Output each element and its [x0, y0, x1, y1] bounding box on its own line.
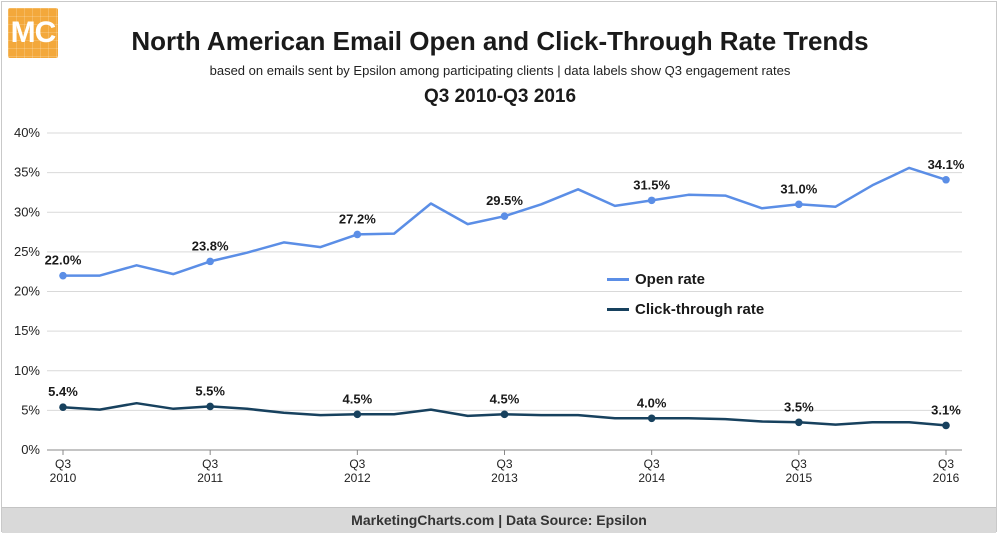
x-tick-label-year: 2016 [933, 471, 960, 485]
data-point-click-through-rate [353, 410, 362, 419]
legend-swatch-click-through-rate [607, 307, 629, 311]
data-point-open-rate [795, 200, 803, 209]
data-point-click-through-rate [647, 414, 656, 423]
data-point-click-through-rate [500, 410, 509, 419]
x-tick-label-year: 2011 [197, 471, 223, 485]
y-tick-label: 40% [14, 125, 40, 140]
data-label-click-through-rate: 3.5% [784, 399, 814, 414]
x-tick-label: Q3 [55, 457, 71, 471]
data-point-click-through-rate [59, 403, 67, 412]
chart-title: North American Email Open and Click-Thro… [131, 26, 869, 56]
data-point-open-rate [942, 175, 950, 184]
chart-period: Q3 2010-Q3 2016 [423, 86, 577, 107]
y-tick-label: 15% [14, 323, 40, 338]
x-tick-label-year: 2012 [344, 471, 371, 485]
y-tick-label: 25% [14, 244, 40, 259]
data-point-click-through-rate [942, 421, 950, 430]
x-tick-label-year: 2010 [50, 471, 77, 485]
legend-label-open-rate: Open rate [635, 270, 706, 288]
y-tick-label: 35% [14, 165, 40, 180]
x-tick-label-year: 2015 [785, 471, 812, 485]
x-tick-label: Q3 [349, 457, 365, 471]
data-point-open-rate [647, 196, 656, 205]
data-label-click-through-rate: 3.1% [931, 402, 961, 417]
x-tick-label: Q3 [644, 457, 660, 471]
y-tick-label: 0% [21, 442, 40, 457]
data-point-open-rate [500, 212, 509, 221]
data-label-open-rate: 31.5% [633, 177, 670, 192]
data-point-open-rate [206, 257, 214, 266]
legend-item-click-through-rate: Click-through rate [607, 294, 764, 324]
data-point-open-rate [59, 271, 67, 280]
x-tick-label: Q3 [202, 457, 218, 471]
marketingcharts-logo: MC [8, 8, 58, 58]
legend-label-click-through-rate: Click-through rate [635, 300, 765, 318]
footer-source: MarketingCharts.com | Data Source: Epsil… [2, 507, 996, 533]
data-label-open-rate: 22.0% [45, 253, 82, 268]
data-point-click-through-rate [795, 418, 803, 427]
data-label-click-through-rate: 4.0% [637, 395, 667, 410]
y-tick-label: 20% [14, 284, 40, 299]
data-label-click-through-rate: 4.5% [343, 391, 373, 406]
legend: Open rate Click-through rate [607, 264, 764, 324]
data-label-open-rate: 29.5% [486, 193, 523, 208]
x-tick-label-year: 2013 [491, 471, 518, 485]
data-label-click-through-rate: 5.5% [195, 383, 225, 398]
y-tick-label: 30% [14, 204, 40, 219]
legend-item-open-rate: Open rate [607, 264, 764, 294]
data-point-open-rate [353, 230, 362, 239]
x-tick-label: Q3 [938, 457, 954, 471]
data-label-open-rate: 27.2% [339, 211, 376, 226]
data-point-click-through-rate [206, 402, 214, 411]
legend-swatch-open-rate [607, 277, 629, 281]
x-tick-label: Q3 [791, 457, 807, 471]
x-tick-label-year: 2014 [638, 471, 665, 485]
data-label-open-rate: 23.8% [192, 238, 229, 253]
logo-text: MC [10, 16, 57, 49]
data-label-click-through-rate: 5.4% [48, 384, 78, 399]
data-label-click-through-rate: 4.5% [490, 391, 520, 406]
data-label-open-rate: 34.1% [928, 157, 965, 172]
x-tick-label: Q3 [496, 457, 512, 471]
y-tick-label: 10% [14, 363, 40, 378]
data-label-open-rate: 31.0% [780, 181, 817, 196]
chart-subtitle: based on emails sent by Epsilon among pa… [209, 63, 791, 78]
y-tick-label: 5% [21, 402, 40, 417]
